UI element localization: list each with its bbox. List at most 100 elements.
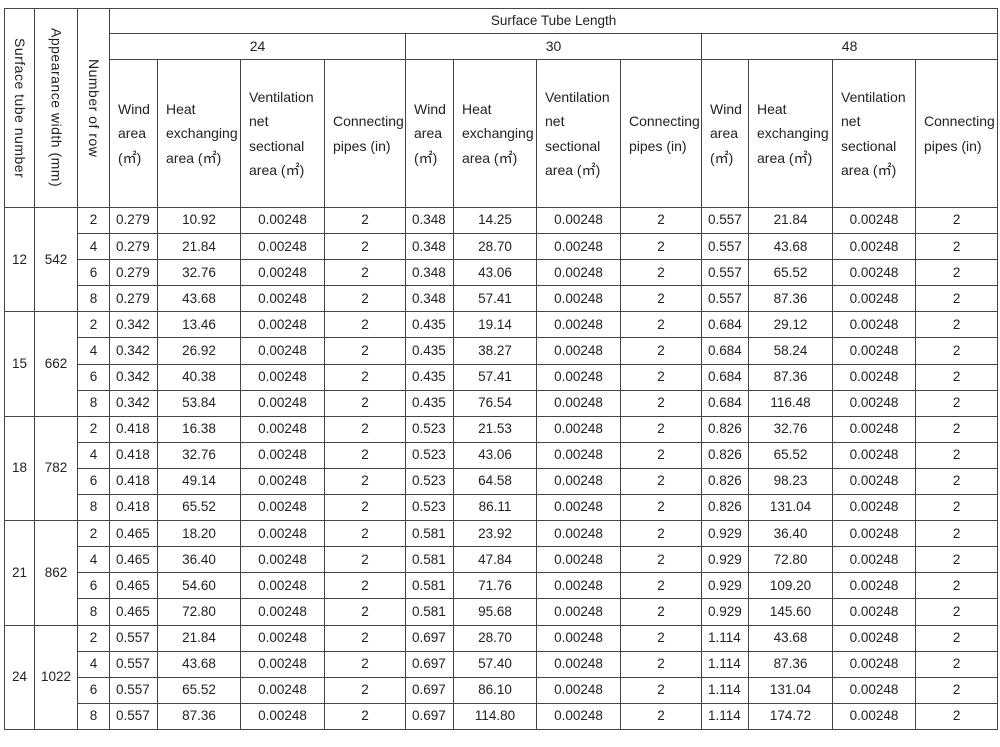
row-count-cell: 6	[77, 259, 110, 287]
value-cell: 0.342	[109, 363, 158, 391]
value-cell: 2	[620, 337, 702, 365]
value-cell: 116.48	[748, 389, 833, 417]
value-cell: 0.00248	[832, 363, 916, 391]
surface-tube-number-cell: 21	[4, 520, 35, 626]
header-subcolumn: Ventilation net sectional area (㎡)	[832, 59, 916, 208]
value-cell: 2	[324, 441, 406, 469]
value-cell: 0.279	[109, 233, 158, 261]
value-cell: 0.418	[109, 494, 158, 522]
value-cell: 0.684	[701, 363, 749, 391]
value-cell: 2	[620, 702, 702, 730]
value-cell: 57.41	[453, 363, 537, 391]
value-cell: 0.342	[109, 337, 158, 365]
value-cell: 0.557	[109, 650, 158, 678]
appearance-width-cell: 782	[34, 415, 78, 522]
table-row: 8 0.418 65.52 0.00248 2 0.523 86.11 0.00248 2 0.8…	[5, 494, 999, 522]
value-cell: 43.06	[453, 259, 537, 287]
value-cell: 0.684	[701, 389, 749, 417]
value-cell: 0.465	[109, 572, 158, 600]
value-cell: 0.826	[701, 494, 749, 522]
value-cell: 145.60	[748, 598, 833, 626]
value-cell: 2	[620, 598, 702, 626]
value-cell: 2	[914, 650, 999, 678]
header-surface-tube-length: Surface Tube Length	[108, 8, 999, 34]
value-cell: 64.58	[453, 467, 537, 496]
value-cell: 21.84	[748, 206, 833, 235]
row-count-cell: 8	[77, 702, 110, 730]
value-cell: 1.114	[701, 624, 749, 652]
value-cell: 26.92	[157, 337, 241, 365]
header-subcolumn: Heat exchanging area (㎡)	[453, 59, 537, 208]
row-count-cell: 8	[77, 598, 110, 626]
value-cell: 0.00248	[536, 650, 621, 678]
value-cell: 0.00248	[240, 546, 325, 574]
header-surface-tube-number: Surface tube number	[4, 8, 35, 208]
value-cell: 65.52	[157, 494, 241, 522]
value-cell: 47.84	[453, 546, 537, 574]
value-cell: 0.00248	[832, 520, 916, 548]
value-cell: 174.72	[748, 702, 833, 730]
table-row: 4 0.418 32.76 0.00248 2 0.523 43.06 0.00248 2 0.8…	[5, 441, 999, 469]
value-cell: 0.557	[701, 285, 749, 313]
value-cell: 0.465	[109, 546, 158, 574]
value-cell: 131.04	[748, 494, 833, 522]
value-cell: 2	[324, 389, 406, 417]
value-cell: 0.581	[405, 546, 454, 574]
value-cell: 0.00248	[536, 415, 621, 443]
value-cell: 14.25	[453, 206, 537, 235]
table-row: 8 0.465 72.80 0.00248 2 0.581 95.68 0.00248 2 0.9…	[5, 598, 999, 626]
value-cell: 2	[324, 206, 406, 235]
value-cell: 2	[324, 572, 406, 600]
value-cell: 21.84	[157, 624, 241, 652]
row-count-cell: 6	[77, 467, 110, 496]
row-count-cell: 4	[77, 546, 110, 574]
value-cell: 2	[914, 520, 999, 548]
value-cell: 2	[914, 415, 999, 443]
value-cell: 0.00248	[832, 598, 916, 626]
value-cell: 57.40	[453, 650, 537, 678]
value-cell: 0.00248	[832, 494, 916, 522]
header-subcolumn: Connecting pipes (in)	[324, 59, 406, 208]
table-row: 8 0.279 43.68 0.00248 2 0.348 57.41 0.00248 2 0.5…	[5, 285, 999, 313]
value-cell: 0.00248	[536, 441, 621, 469]
value-cell: 65.52	[748, 441, 833, 469]
value-cell: 0.684	[701, 337, 749, 365]
value-cell: 21.84	[157, 233, 241, 261]
value-cell: 2	[914, 702, 999, 730]
value-cell: 0.929	[701, 572, 749, 600]
value-cell: 2	[620, 363, 702, 391]
value-cell: 0.557	[701, 233, 749, 261]
appearance-width-cell: 862	[34, 520, 78, 626]
value-cell: 0.581	[405, 572, 454, 600]
value-cell: 0.00248	[832, 415, 916, 443]
row-count-cell: 4	[77, 441, 110, 469]
value-cell: 0.00248	[832, 259, 916, 287]
value-cell: 2	[324, 285, 406, 313]
value-cell: 28.70	[453, 624, 537, 652]
value-cell: 0.00248	[240, 415, 325, 443]
value-cell: 0.00248	[536, 259, 621, 287]
value-cell: 38.27	[453, 337, 537, 365]
value-cell: 32.76	[748, 415, 833, 443]
value-cell: 0.00248	[536, 598, 621, 626]
value-cell: 0.279	[109, 285, 158, 313]
value-cell: 0.00248	[832, 389, 916, 417]
value-cell: 0.00248	[832, 624, 916, 652]
header-subcolumn: Wind area (㎡)	[701, 59, 749, 208]
value-cell: 2	[914, 467, 999, 496]
table-header: Surface tube number Appearance width (mm…	[4, 8, 999, 208]
value-cell: 2	[620, 572, 702, 600]
value-cell: 43.68	[157, 650, 241, 678]
value-cell: 0.435	[405, 363, 454, 391]
value-cell: 0.435	[405, 389, 454, 417]
value-cell: 0.342	[109, 311, 158, 339]
value-cell: 2	[914, 546, 999, 574]
table-body: 12 542 2 0.279 10.92 0.00248 2 0.348 14.25 0.0024…	[4, 206, 999, 730]
table-row: 6 0.418 49.14 0.00248 2 0.523 64.58 0.00248 2 0.8…	[5, 467, 999, 496]
value-cell: 0.00248	[536, 520, 621, 548]
value-cell: 2	[324, 363, 406, 391]
value-cell: 0.00248	[536, 702, 621, 730]
value-cell: 0.435	[405, 337, 454, 365]
value-cell: 0.00248	[240, 337, 325, 365]
value-cell: 49.14	[157, 467, 241, 496]
